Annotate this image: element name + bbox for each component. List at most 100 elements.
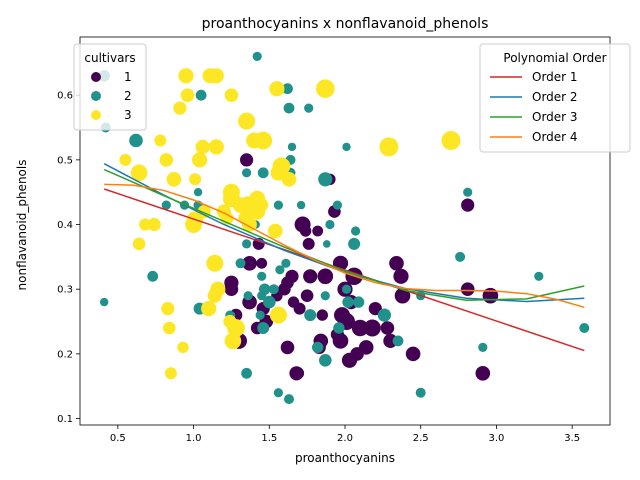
fit-line-order-3	[103, 168, 585, 301]
data-point-cultivar-2	[304, 309, 317, 322]
data-point-cultivar-1	[363, 319, 381, 337]
data-point-cultivar-2	[534, 271, 544, 281]
data-point-cultivar-3	[208, 139, 224, 155]
cultivar-legend-title: cultivars	[84, 51, 135, 65]
data-point-cultivar-3	[238, 211, 252, 225]
data-point-cultivar-2	[377, 308, 391, 322]
data-point-cultivar-3	[132, 237, 146, 251]
data-point-cultivar-1	[256, 257, 268, 269]
data-point-cultivar-3	[187, 211, 200, 225]
data-point-cultivar-1	[461, 198, 475, 212]
y-tick-label: 0.3	[57, 285, 73, 296]
x-tick-label: 3.0	[488, 433, 504, 444]
data-point-cultivar-2	[257, 291, 267, 301]
data-point-cultivar-2	[195, 89, 207, 101]
data-point-cultivar-3	[130, 164, 148, 182]
y-axis: 0.1 0.2 0.3 0.4 0.5 0.6	[57, 91, 80, 425]
data-point-cultivar-2	[318, 172, 333, 187]
x-tick-label: 1.0	[186, 433, 202, 444]
points-layer	[98, 51, 590, 405]
data-point-cultivar-3	[272, 308, 287, 323]
data-point-cultivar-2	[415, 387, 426, 398]
data-point-cultivar-2	[352, 296, 365, 308]
data-point-cultivar-3	[192, 152, 208, 168]
y-axis-label: nonflavanoid_phenols	[15, 160, 29, 291]
data-point-cultivar-1	[303, 269, 318, 284]
data-point-cultivar-2	[100, 297, 109, 307]
data-point-cultivar-2	[257, 322, 270, 334]
data-point-cultivar-1	[393, 268, 409, 284]
cultivar-legend-label-2: 2	[124, 89, 132, 103]
data-point-cultivar-3	[379, 137, 399, 157]
data-point-cultivar-3	[223, 314, 237, 329]
data-point-cultivar-2	[257, 167, 269, 179]
data-point-cultivar-1	[332, 333, 349, 349]
data-point-cultivar-3	[173, 101, 187, 115]
data-point-cultivar-3	[269, 81, 285, 97]
data-point-cultivar-3	[316, 79, 335, 98]
cultivar-legend-marker-2	[91, 91, 101, 101]
data-point-cultivar-3	[163, 321, 176, 335]
data-point-cultivar-3	[249, 190, 266, 207]
data-point-cultivar-2	[255, 310, 265, 320]
data-point-cultivar-3	[210, 281, 226, 297]
data-point-cultivar-1	[292, 367, 305, 380]
x-axis-label: proanthocyanins	[295, 451, 395, 465]
data-point-cultivar-1	[293, 302, 306, 315]
data-point-cultivar-3	[272, 157, 291, 176]
data-point-cultivar-3	[178, 68, 194, 84]
data-point-cultivar-1	[316, 309, 328, 321]
data-point-cultivar-1	[475, 366, 491, 381]
data-point-cultivar-2	[287, 142, 297, 152]
data-point-cultivar-1	[317, 268, 334, 285]
y-tick-label: 0.2	[57, 349, 73, 360]
data-point-cultivar-3	[216, 204, 231, 219]
fit-lines-layer	[103, 163, 585, 352]
chart-title: proanthocyanins x nonflavanoid_phenols	[202, 16, 489, 32]
y-tick-label: 0.5	[57, 155, 73, 166]
x-tick-label: 2.5	[413, 433, 429, 444]
cultivar-legend-marker-1	[91, 72, 101, 82]
data-point-cultivar-2	[579, 323, 590, 333]
data-point-cultivar-1	[350, 347, 364, 361]
data-point-cultivar-2	[332, 200, 342, 210]
data-point-cultivar-3	[166, 172, 182, 187]
data-point-cultivar-3	[222, 183, 240, 201]
polynomial-order-legend: Polynomial Order Order 1 Order 2 Order 3 Or…	[479, 43, 631, 153]
data-point-cultivar-1	[280, 340, 295, 355]
y-tick-label: 0.6	[57, 91, 73, 102]
cultivar-legend-box	[73, 43, 147, 131]
cultivar-legend-label-1: 1	[124, 70, 132, 84]
data-point-cultivar-2	[342, 296, 354, 308]
data-point-cultivar-2	[463, 187, 473, 197]
data-point-cultivar-1	[394, 287, 411, 304]
data-point-cultivar-2	[341, 284, 352, 294]
data-point-cultivar-2	[257, 271, 267, 281]
data-point-cultivar-3	[224, 88, 239, 102]
data-point-cultivar-3	[206, 254, 224, 272]
data-point-cultivar-3	[281, 172, 297, 187]
fit-legend-label-4: Order 4	[532, 130, 578, 144]
data-point-cultivar-2	[320, 291, 330, 301]
data-point-cultivar-2	[478, 342, 488, 352]
data-point-cultivar-3	[232, 197, 249, 213]
data-point-cultivar-2	[243, 291, 253, 301]
data-point-cultivar-1	[405, 346, 421, 362]
data-point-cultivar-3	[254, 131, 273, 150]
data-point-cultivar-3	[159, 153, 174, 167]
data-point-cultivar-3	[180, 88, 195, 102]
data-point-cultivar-2	[325, 219, 335, 230]
data-point-cultivar-2	[333, 322, 345, 334]
data-point-cultivar-2	[284, 394, 294, 405]
data-point-cultivar-2	[263, 295, 276, 309]
data-point-cultivar-2	[273, 388, 283, 398]
cultivar-legend-marker-3	[91, 110, 101, 120]
data-point-cultivar-2	[273, 200, 283, 210]
data-point-cultivar-3	[147, 217, 161, 232]
data-point-cultivar-2	[455, 251, 466, 262]
fit-legend-label-2: Order 2	[532, 90, 578, 104]
data-point-cultivar-3	[177, 341, 189, 354]
data-point-cultivar-2	[242, 168, 252, 178]
data-point-cultivar-1	[285, 269, 299, 283]
